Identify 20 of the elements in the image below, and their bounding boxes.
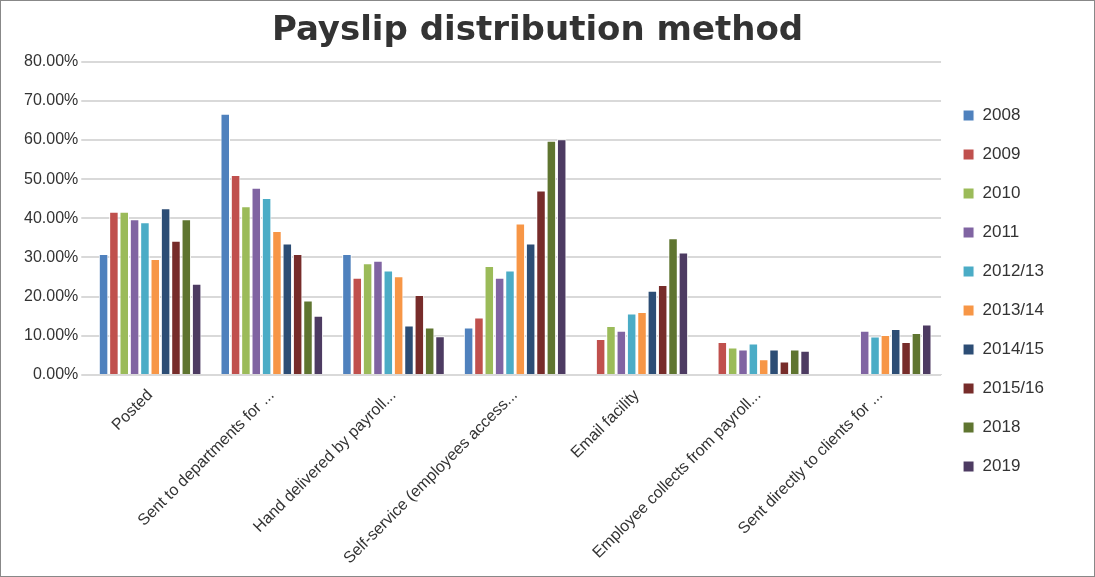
y-tick-label: 60.00%	[24, 130, 79, 148]
legend-label: 2013/14	[982, 300, 1044, 320]
y-tick-label: 70.00%	[24, 91, 79, 109]
y-tick-label: 50.00%	[24, 169, 79, 187]
chart-title: Payslip distribution method	[271, 8, 804, 49]
y-tick-label: 0.00%	[32, 365, 79, 383]
legend-label: 2011	[982, 222, 1020, 242]
y-tick-label: 80.00%	[24, 52, 79, 70]
legend-label: 2008	[982, 105, 1021, 125]
legend-label: 2010	[982, 183, 1021, 203]
y-tick-label: 20.00%	[24, 287, 79, 305]
legend-label: 2015/16	[982, 378, 1044, 398]
legend-label: 2014/15	[982, 339, 1044, 359]
legend-label: 2009	[982, 144, 1021, 164]
legend-label: 2012/13	[982, 261, 1044, 281]
y-tick-label: 40.00%	[24, 208, 79, 226]
legend-label: 2018	[982, 417, 1021, 437]
legend-label: 2019	[982, 456, 1021, 476]
y-tick-label: 10.00%	[24, 326, 79, 344]
y-tick-label: 30.00%	[24, 247, 79, 265]
